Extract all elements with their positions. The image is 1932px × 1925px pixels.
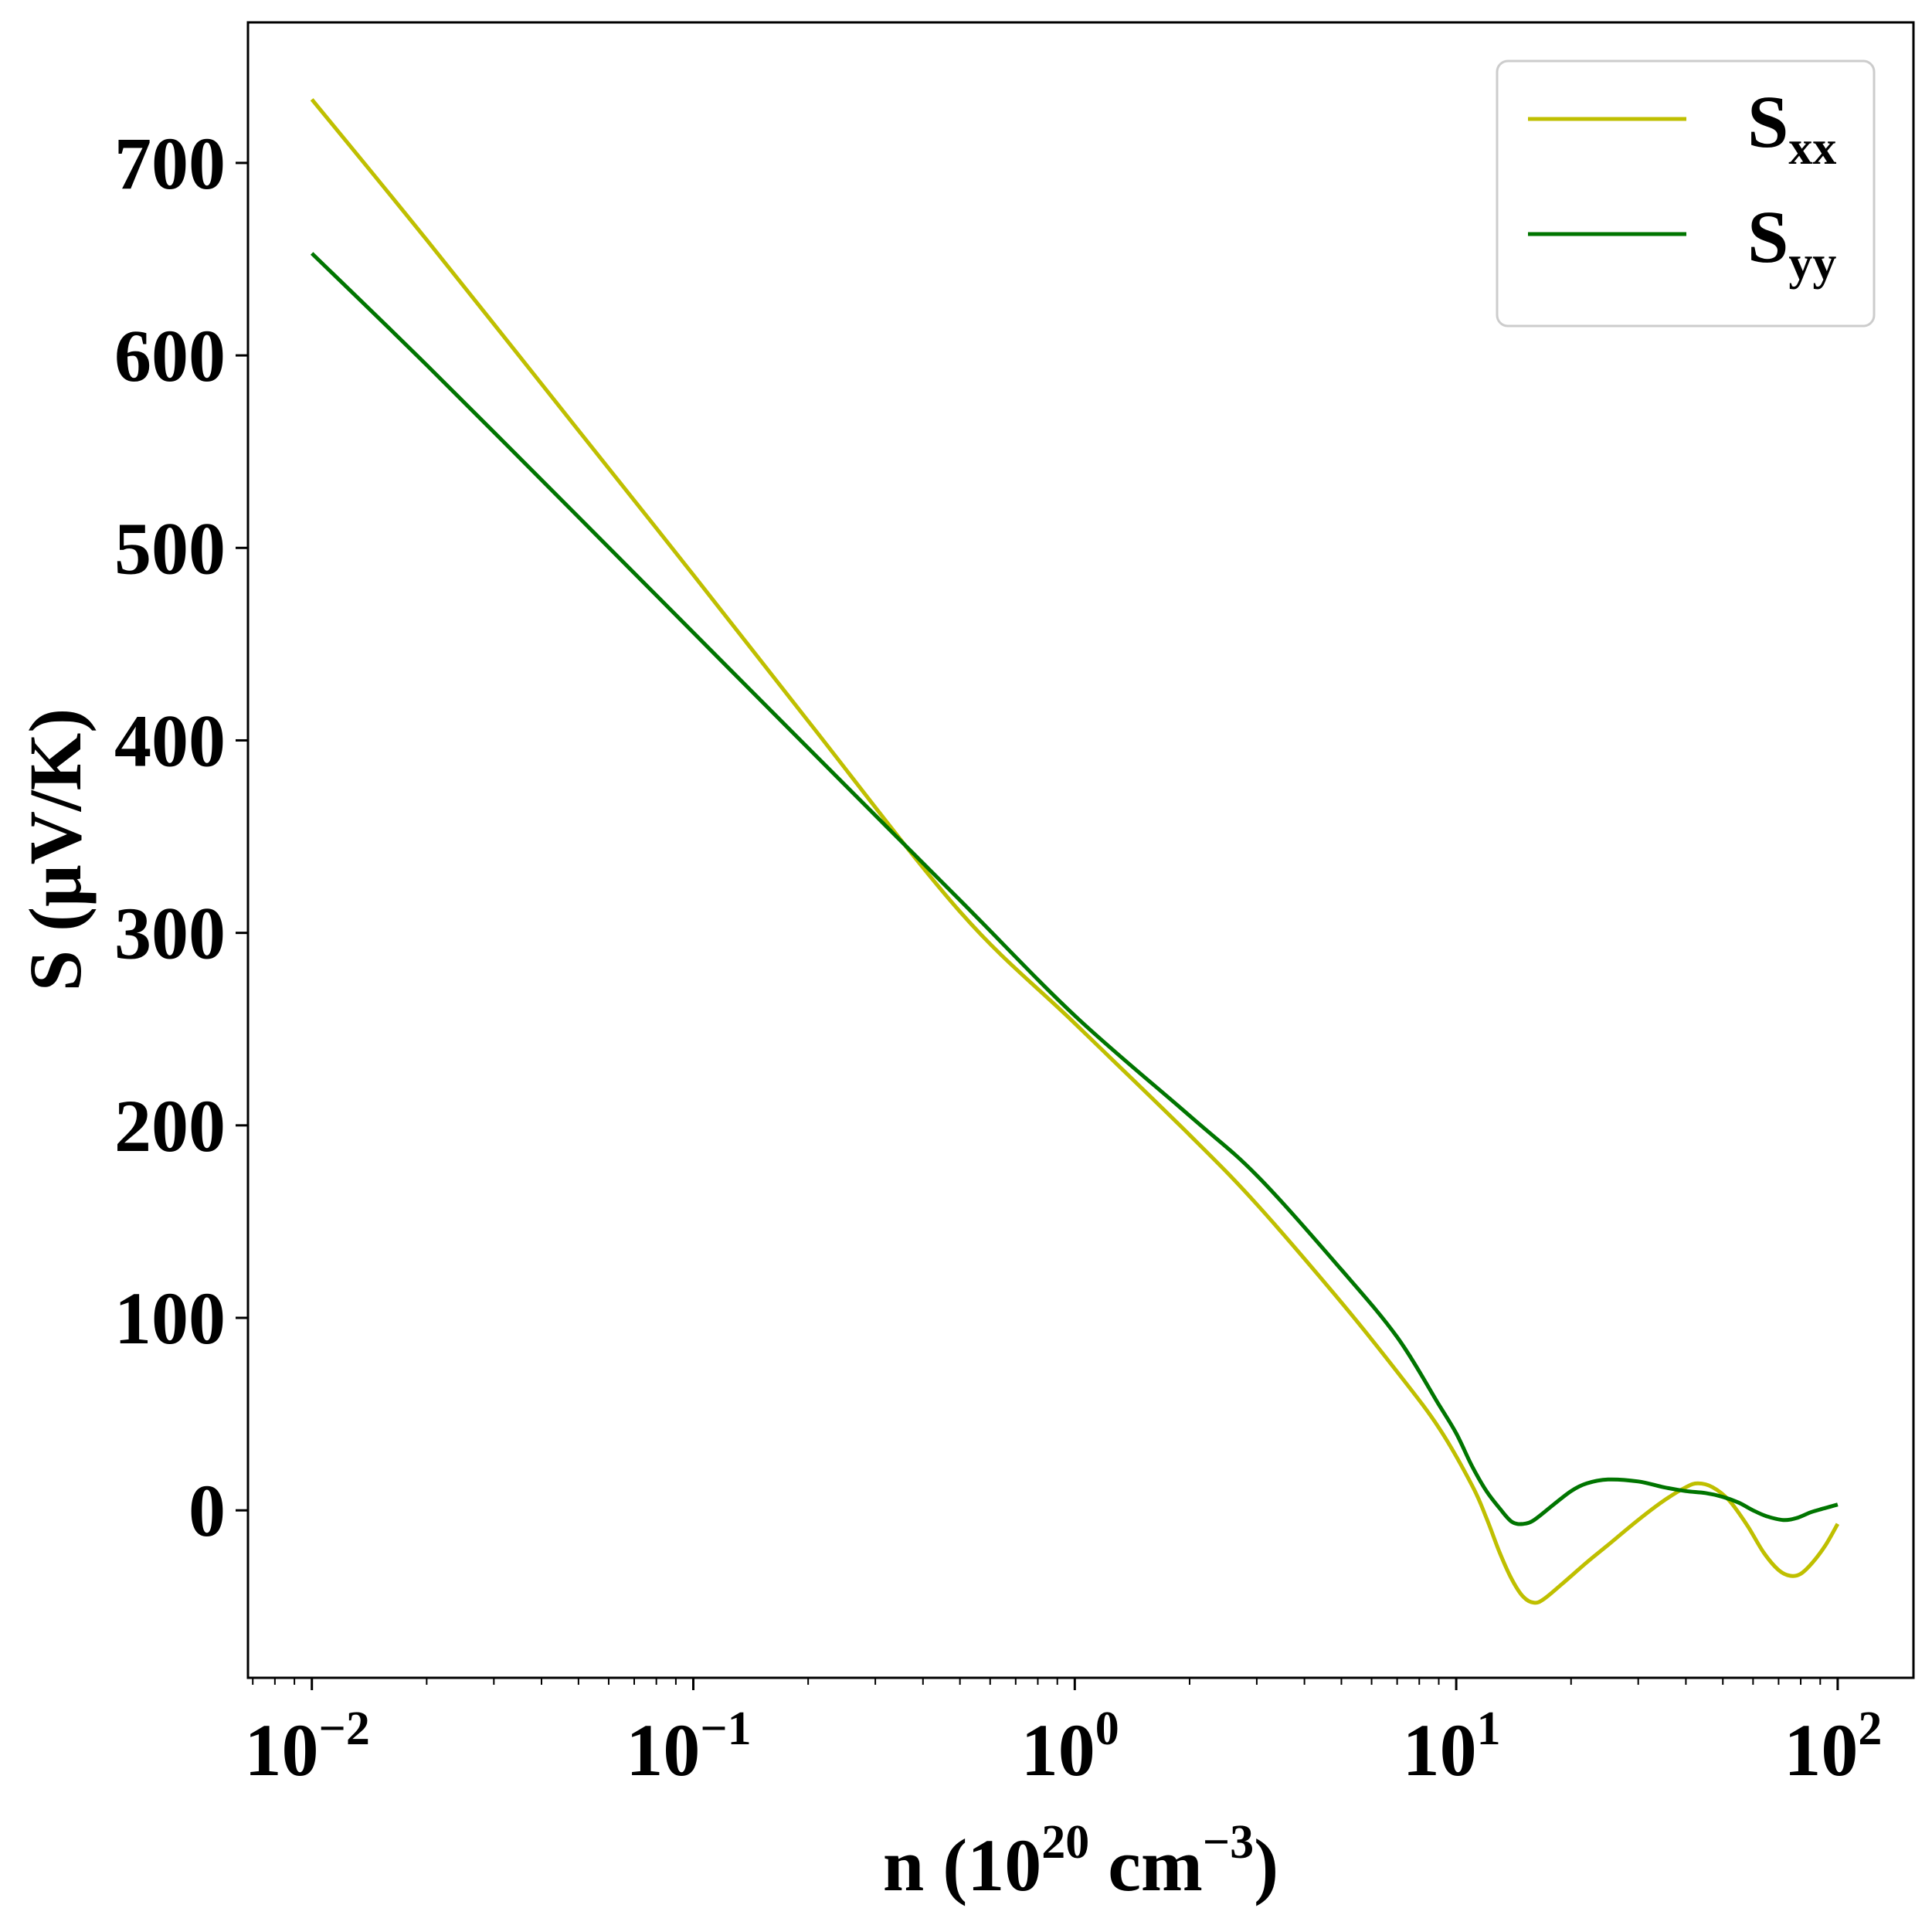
y-tick-label: 100: [114, 1277, 226, 1360]
x-tick-label: 10−2: [245, 1703, 370, 1791]
legend-box: [1496, 59, 1876, 328]
x-tick-label: 100: [1021, 1703, 1119, 1791]
plot-frame: [246, 21, 1915, 1679]
legend-label-sxx: Sxx: [1747, 80, 1836, 175]
y-tick-label: 600: [114, 314, 226, 397]
y-axis-label: S (μV/K): [14, 708, 97, 991]
x-axis-label: n (1020 cm−3): [883, 1816, 1278, 1906]
x-tick-label: 101: [1403, 1703, 1501, 1791]
y-tick-label: 500: [114, 507, 226, 589]
y-tick-label: 200: [114, 1085, 226, 1167]
y-axis-ticks: 0 100 200 300 400 500 600 700: [114, 122, 248, 1552]
series-layer: [310, 98, 1840, 1605]
x-tick-label: 10−1: [626, 1703, 751, 1791]
y-tick-label: 0: [188, 1469, 226, 1552]
legend: Sxx Syy: [1496, 59, 1876, 328]
x-tick-label: 102: [1784, 1703, 1882, 1791]
x-axis-ticks: 10−2 10−1 100 101 102: [245, 1678, 1882, 1791]
y-tick-label: 700: [114, 122, 226, 205]
y-tick-label: 400: [114, 699, 226, 782]
series-line-syy: [310, 252, 1839, 1526]
series-line-sxx: [310, 98, 1840, 1605]
y-tick-label: 300: [114, 892, 226, 975]
legend-label-syy: Syy: [1747, 195, 1836, 290]
